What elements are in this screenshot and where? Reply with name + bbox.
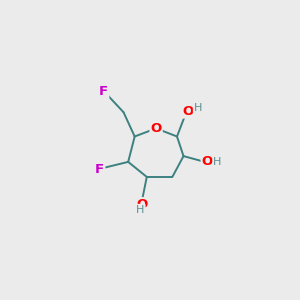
Text: O: O [150, 122, 162, 135]
Text: H: H [194, 103, 202, 112]
Text: H: H [136, 205, 145, 215]
Text: O: O [136, 198, 148, 211]
Text: F: F [99, 85, 108, 98]
Text: F: F [95, 164, 104, 176]
Text: O: O [202, 155, 213, 168]
Text: H: H [213, 157, 222, 167]
Text: O: O [182, 105, 194, 118]
